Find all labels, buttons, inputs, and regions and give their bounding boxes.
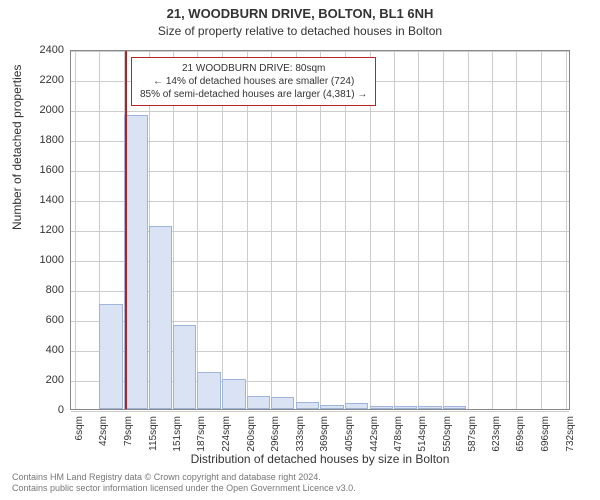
x-tick-label: 79sqm xyxy=(123,416,134,476)
gridline-v xyxy=(443,51,444,409)
x-tick-label: 260sqm xyxy=(246,416,257,476)
histogram-bar xyxy=(443,406,466,409)
x-tick-label: 115sqm xyxy=(148,416,159,476)
chart-subtitle: Size of property relative to detached ho… xyxy=(0,24,600,38)
histogram-bar xyxy=(222,379,245,409)
x-tick-label: 369sqm xyxy=(319,416,330,476)
histogram-bar xyxy=(247,396,270,410)
gridline-v xyxy=(516,51,517,409)
histogram-bar xyxy=(370,406,393,409)
x-tick-label: 6sqm xyxy=(74,416,85,476)
highlight-line xyxy=(125,51,127,409)
x-tick-label: 442sqm xyxy=(369,416,380,476)
y-tick-label: 0 xyxy=(4,404,64,416)
y-tick-label: 1800 xyxy=(4,134,64,146)
x-tick-label: 732sqm xyxy=(565,416,576,476)
histogram-bar xyxy=(271,397,294,409)
chart-title: 21, WOODBURN DRIVE, BOLTON, BL1 6NH xyxy=(0,6,600,21)
x-tick-label: 405sqm xyxy=(344,416,355,476)
y-tick-label: 1600 xyxy=(4,164,64,176)
footer-line: Contains public sector information licen… xyxy=(12,483,356,494)
x-tick-label: 514sqm xyxy=(417,416,428,476)
y-tick-label: 1200 xyxy=(4,224,64,236)
histogram-bar xyxy=(149,226,172,409)
histogram-bar xyxy=(345,403,368,409)
histogram-bar xyxy=(99,304,122,409)
x-tick-label: 151sqm xyxy=(172,416,183,476)
y-tick-label: 800 xyxy=(4,284,64,296)
y-tick-label: 600 xyxy=(4,314,64,326)
x-tick-label: 623sqm xyxy=(491,416,502,476)
x-tick-label: 587sqm xyxy=(467,416,478,476)
x-tick-label: 187sqm xyxy=(196,416,207,476)
plot-area: 21 WOODBURN DRIVE: 80sqm ← 14% of detach… xyxy=(70,50,570,410)
chart-container: 21, WOODBURN DRIVE, BOLTON, BL1 6NH Size… xyxy=(0,0,600,500)
histogram-bar xyxy=(418,406,441,409)
gridline-v xyxy=(468,51,469,409)
y-tick-label: 2000 xyxy=(4,104,64,116)
gridline-v xyxy=(566,51,567,409)
gridline-v xyxy=(492,51,493,409)
gridline-h xyxy=(71,411,569,412)
histogram-bar xyxy=(394,406,417,409)
x-tick-label: 550sqm xyxy=(442,416,453,476)
annotation-line: 85% of semi-detached houses are larger (… xyxy=(140,88,367,101)
x-tick-label: 478sqm xyxy=(393,416,404,476)
x-tick-label: 224sqm xyxy=(221,416,232,476)
y-tick-label: 200 xyxy=(4,374,64,386)
annotation-box: 21 WOODBURN DRIVE: 80sqm ← 14% of detach… xyxy=(131,57,376,106)
x-tick-label: 333sqm xyxy=(295,416,306,476)
gridline-v xyxy=(394,51,395,409)
x-tick-label: 296sqm xyxy=(270,416,281,476)
y-tick-label: 1400 xyxy=(4,194,64,206)
x-tick-label: 659sqm xyxy=(515,416,526,476)
gridline-v xyxy=(75,51,76,409)
histogram-bar xyxy=(197,372,220,410)
histogram-bar xyxy=(320,405,343,410)
gridline-v xyxy=(541,51,542,409)
histogram-bar xyxy=(173,325,196,409)
histogram-bar xyxy=(124,115,147,409)
x-tick-label: 42sqm xyxy=(98,416,109,476)
histogram-bar xyxy=(296,402,319,410)
y-tick-label: 2400 xyxy=(4,44,64,56)
x-tick-label: 696sqm xyxy=(540,416,551,476)
y-tick-label: 400 xyxy=(4,344,64,356)
y-tick-label: 2200 xyxy=(4,74,64,86)
y-tick-label: 1000 xyxy=(4,254,64,266)
gridline-v xyxy=(418,51,419,409)
annotation-line: 21 WOODBURN DRIVE: 80sqm xyxy=(140,62,367,75)
annotation-line: ← 14% of detached houses are smaller (72… xyxy=(140,75,367,88)
